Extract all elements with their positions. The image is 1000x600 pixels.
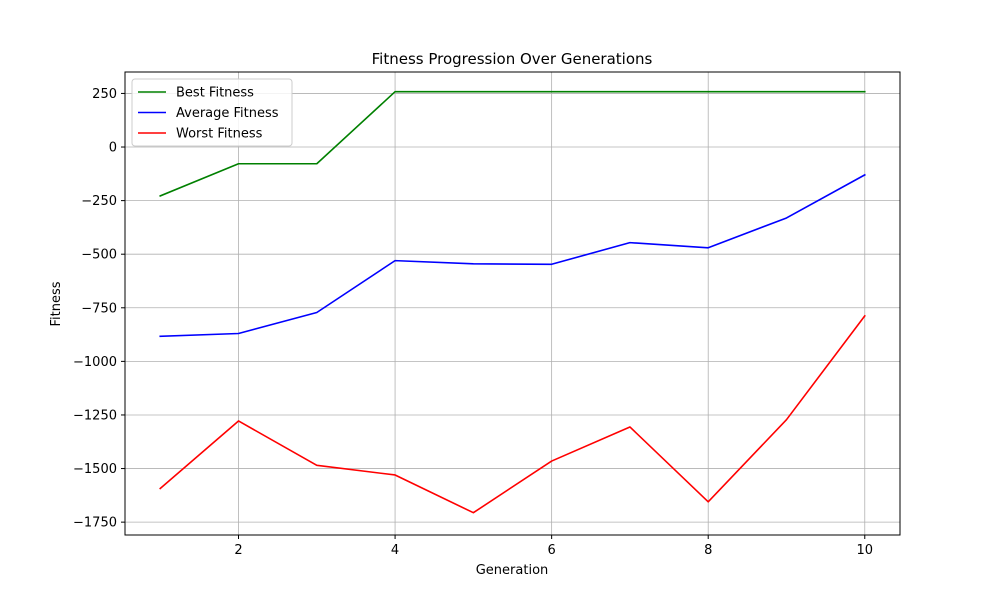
plot-area: 2 4 6 8 10 250 0 −250 −500 −750 −1000 −1250 −1500 −17… xyxy=(73,71,901,558)
legend-label-worst-fitness: Worst Fitness xyxy=(176,127,263,142)
legend: Best Fitness Average Fitness Worst Fitness xyxy=(131,78,293,147)
x-tick-label: 8 xyxy=(704,543,712,558)
plot-background xyxy=(125,72,900,535)
y-tick-label: −1500 xyxy=(73,462,117,477)
y-tick-label: −1000 xyxy=(73,355,117,370)
x-tick-label: 2 xyxy=(234,543,242,558)
series-line-average-fitness xyxy=(159,173,866,338)
legend-label-best-fitness: Best Fitness xyxy=(176,86,254,101)
plot-frame xyxy=(124,71,901,536)
chart-title: Fitness Progression Over Generations xyxy=(372,50,653,68)
legend-box xyxy=(131,78,293,147)
y-tick-label: −1250 xyxy=(73,408,117,423)
y-tick-label: −1750 xyxy=(73,516,117,531)
x-tick-label: 10 xyxy=(856,543,873,558)
x-tick-label: 6 xyxy=(548,543,556,558)
series-line-best-fitness xyxy=(159,90,866,197)
y-tick-label: −750 xyxy=(81,301,117,316)
y-tick-label: 250 xyxy=(92,87,117,102)
x-tick-label: 4 xyxy=(391,543,399,558)
y-tick-label: −500 xyxy=(81,248,117,263)
y-tick-label: 0 xyxy=(109,141,117,156)
y-axis-title: Fitness xyxy=(49,281,64,326)
y-tick-label: −250 xyxy=(81,194,117,209)
x-axis-title: Generation xyxy=(476,563,549,578)
legend-label-average-fitness: Average Fitness xyxy=(176,106,279,121)
series-line-worst-fitness xyxy=(159,314,866,514)
